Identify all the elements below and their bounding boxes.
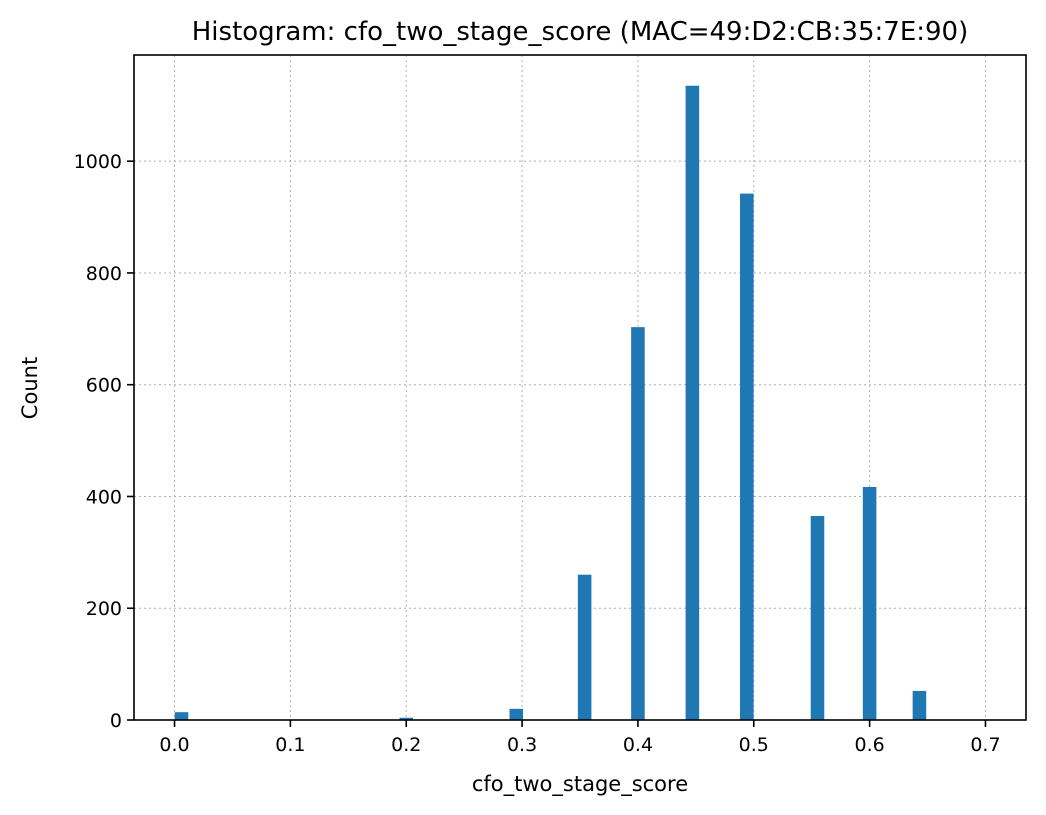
y-tick-label: 0 xyxy=(110,710,122,732)
histogram-bar xyxy=(685,85,700,720)
histogram-bar xyxy=(810,516,825,720)
bars xyxy=(174,85,927,720)
y-tick-label: 800 xyxy=(86,263,122,285)
histogram-bar xyxy=(912,690,927,720)
x-axis-label: cfo_two_stage_score xyxy=(472,772,688,797)
y-ticks: 0 200 400 600 800 1000 xyxy=(74,151,134,732)
x-tick-label: 0.6 xyxy=(855,734,885,756)
x-tick-label: 0.7 xyxy=(970,734,1000,756)
x-tick-label: 0.1 xyxy=(275,734,305,756)
x-tick-label: 0.3 xyxy=(507,734,537,756)
x-tick-label: 0.5 xyxy=(739,734,769,756)
x-tick-label: 0.2 xyxy=(391,734,421,756)
histogram-bar xyxy=(631,327,645,720)
histogram-bar xyxy=(399,717,414,720)
x-ticks: 0.0 0.1 0.2 0.3 0.4 0.5 0.6 0.7 xyxy=(159,720,1001,756)
histogram-bar xyxy=(862,486,877,720)
chart-title: Histogram: cfo_two_stage_score (MAC=49:D… xyxy=(192,17,968,47)
y-axis-label: Count xyxy=(18,357,42,419)
y-tick-label: 1000 xyxy=(74,151,122,173)
histogram-bar xyxy=(509,708,524,720)
axes-frame xyxy=(133,54,1027,721)
x-tick-label: 0.4 xyxy=(623,734,653,756)
y-tick-label: 400 xyxy=(86,486,122,508)
histogram-bar xyxy=(174,712,189,720)
x-tick-label: 0.0 xyxy=(159,734,189,756)
histogram-bar xyxy=(577,574,592,720)
y-tick-label: 200 xyxy=(86,598,122,620)
y-tick-label: 600 xyxy=(86,375,122,397)
histogram-bar xyxy=(740,193,754,720)
